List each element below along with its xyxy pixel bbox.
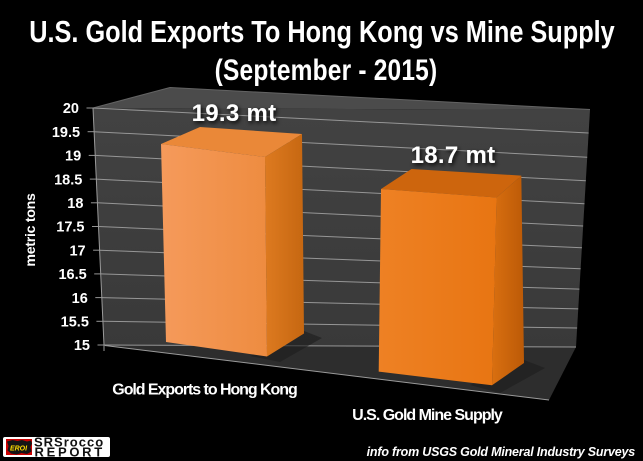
svg-text:metric tons: metric tons <box>23 193 39 267</box>
svg-text:19: 19 <box>65 149 81 165</box>
svg-text:EROI: EROI <box>10 446 28 453</box>
svg-text:17: 17 <box>69 243 85 259</box>
svg-text:17.5: 17.5 <box>56 220 84 236</box>
svg-text:REPORT: REPORT <box>35 444 105 459</box>
svg-text:19.3 mt: 19.3 mt <box>192 100 277 127</box>
svg-text:16: 16 <box>72 291 88 307</box>
svg-text:info from USGS Gold Mineral In: info from USGS Gold Mineral Industry Sur… <box>367 445 636 459</box>
svg-text:16.5: 16.5 <box>58 267 86 283</box>
svg-text:18.7 mt: 18.7 mt <box>411 142 496 169</box>
svg-text:20: 20 <box>63 101 79 117</box>
svg-text:U.S. Gold Exports To Hong Kong: U.S. Gold Exports To Hong Kong vs Mine S… <box>29 15 615 49</box>
svg-text:Gold Exports to Hong Kong: Gold Exports to Hong Kong <box>112 382 297 399</box>
svg-text:15.5: 15.5 <box>61 315 89 331</box>
svg-text:15: 15 <box>74 338 90 354</box>
svg-text:18.5: 18.5 <box>54 172 82 188</box>
svg-text:19.5: 19.5 <box>52 125 80 141</box>
svg-text:SRSrocco: SRSrocco <box>34 435 104 450</box>
svg-text:18: 18 <box>67 196 83 212</box>
svg-text:(September - 2015): (September - 2015) <box>215 54 438 87</box>
svg-text:U.S. Gold Mine Supply: U.S. Gold Mine Supply <box>352 407 503 424</box>
